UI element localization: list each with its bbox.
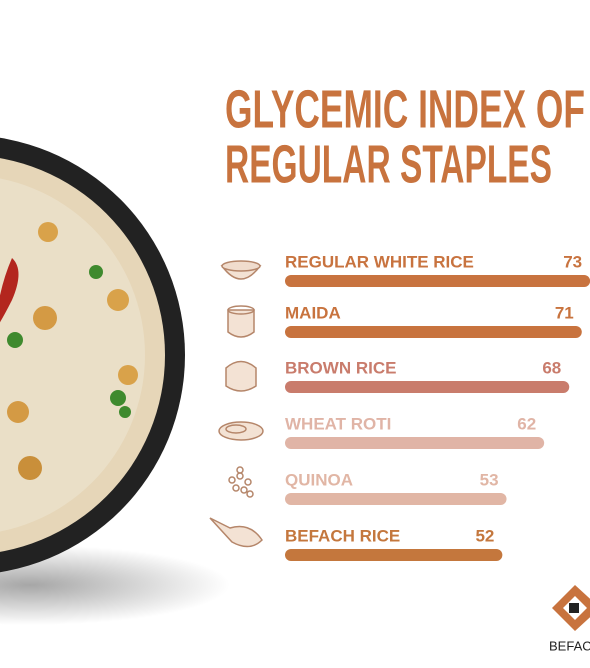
value-label: 62 xyxy=(517,414,536,433)
category-label: BEFACH RICE xyxy=(285,526,400,545)
brand-name: BEFACH xyxy=(549,638,590,653)
bar-chart: REGULAR WHITE RICE 73 MAIDA 71 BROWN RICE 68 W… xyxy=(285,252,590,561)
value-label: 68 xyxy=(542,358,561,377)
brand-logo xyxy=(552,585,590,631)
category-label: REGULAR WHITE RICE xyxy=(285,252,474,271)
rice-bowl-image xyxy=(0,137,230,625)
title: GLYCEMIC INDEX OF xyxy=(225,79,585,139)
bar xyxy=(285,549,503,561)
subtitle: REGULAR STAPLES xyxy=(225,134,552,194)
value-label: 53 xyxy=(480,470,499,489)
category-label: WHEAT ROTI xyxy=(285,414,391,433)
value-label: 52 xyxy=(475,526,494,545)
category-label: BROWN RICE xyxy=(285,358,396,377)
category-label: MAIDA xyxy=(285,303,341,322)
staple-icons xyxy=(209,260,264,548)
value-label: 71 xyxy=(555,303,574,322)
bar xyxy=(285,275,590,287)
bar xyxy=(285,437,545,449)
value-label: 73 xyxy=(563,252,582,271)
bar xyxy=(285,326,582,338)
category-label: QUINOA xyxy=(285,470,353,489)
bar xyxy=(285,493,507,505)
bar xyxy=(285,381,570,393)
